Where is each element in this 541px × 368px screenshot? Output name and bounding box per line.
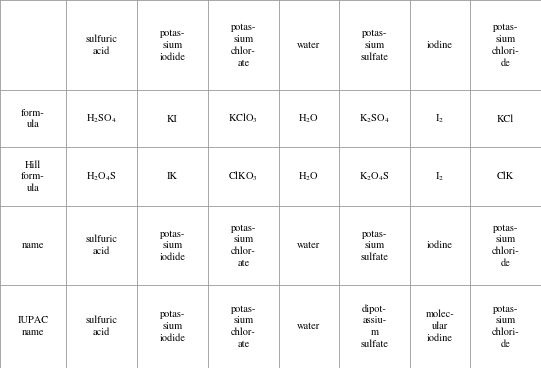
Text: $\mathregular{H_2O_4S}$: $\mathregular{H_2O_4S}$ [86,170,117,183]
Text: sulfuric
acid: sulfuric acid [85,235,117,256]
Text: IUPAC
name: IUPAC name [17,316,49,337]
Text: potas-
sium
iodide: potas- sium iodide [159,229,186,262]
Text: $\mathregular{KClO_3}$: $\mathregular{KClO_3}$ [228,112,258,125]
Text: $\mathregular{ClKO_3}$: $\mathregular{ClKO_3}$ [228,170,258,183]
Text: dipot-
assiu-
m
sulfate: dipot- assiu- m sulfate [360,304,388,349]
Text: $\mathregular{H_2O}$: $\mathregular{H_2O}$ [299,170,319,183]
Text: iodine: iodine [427,40,453,50]
Text: IK: IK [167,172,178,181]
Text: $\mathregular{H_2O}$: $\mathregular{H_2O}$ [299,113,319,125]
Text: KI: KI [167,114,178,124]
Text: potas-
sium
iodide: potas- sium iodide [159,310,186,343]
Text: potas-
sium
chlori-
de: potas- sium chlori- de [492,304,519,349]
Text: water: water [297,322,320,332]
Text: potas-
sium
chlor-
ate: potas- sium chlor- ate [230,223,256,268]
Text: $\mathregular{K_2O_4S}$: $\mathregular{K_2O_4S}$ [359,170,390,183]
Text: potas-
sium
sulfate: potas- sium sulfate [360,229,388,262]
Text: sulfuric
acid: sulfuric acid [85,34,117,56]
Text: potas-
sium
chlori-
de: potas- sium chlori- de [492,223,519,268]
Text: potas-
sium
iodide: potas- sium iodide [159,28,186,62]
Text: $\mathregular{I_2}$: $\mathregular{I_2}$ [436,170,445,183]
Text: molec-
ular
iodine: molec- ular iodine [426,310,454,343]
Text: potas-
sium
chlor-
ate: potas- sium chlor- ate [230,22,256,68]
Text: form-
ula: form- ula [21,108,45,130]
Text: iodine: iodine [427,241,453,251]
Text: $\mathregular{K_2SO_4}$: $\mathregular{K_2SO_4}$ [359,113,390,125]
Text: name: name [22,241,44,251]
Text: Hill
form-
ula: Hill form- ula [21,160,45,194]
Text: KCl: KCl [497,114,514,124]
Text: $\mathregular{I_2}$: $\mathregular{I_2}$ [436,113,445,125]
Text: potas-
sium
chlori-
de: potas- sium chlori- de [492,22,519,68]
Text: $\mathregular{H_2SO_4}$: $\mathregular{H_2SO_4}$ [86,113,117,125]
Text: potas-
sium
chlor-
ate: potas- sium chlor- ate [230,304,256,349]
Text: potas-
sium
sulfate: potas- sium sulfate [360,28,388,62]
Text: water: water [297,40,320,50]
Text: sulfuric
acid: sulfuric acid [85,316,117,337]
Text: ClK: ClK [497,172,514,181]
Text: water: water [297,241,320,251]
